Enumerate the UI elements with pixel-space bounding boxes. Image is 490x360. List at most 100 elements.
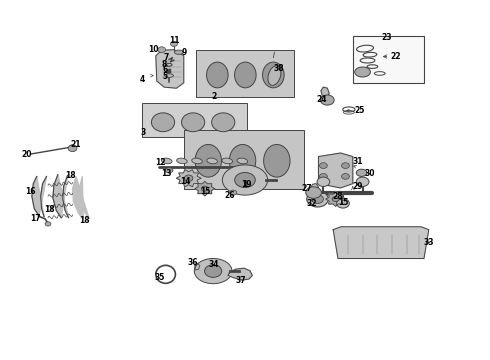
Text: 34: 34 <box>209 260 220 269</box>
Ellipse shape <box>162 158 172 164</box>
Polygon shape <box>195 264 200 270</box>
Text: 37: 37 <box>236 276 246 284</box>
Text: 18: 18 <box>79 216 90 225</box>
Circle shape <box>319 163 327 168</box>
Ellipse shape <box>263 62 284 88</box>
Ellipse shape <box>222 158 233 164</box>
Bar <box>184 130 304 189</box>
Polygon shape <box>333 227 429 258</box>
Polygon shape <box>53 175 69 218</box>
Ellipse shape <box>151 113 174 132</box>
Ellipse shape <box>264 144 290 177</box>
Circle shape <box>205 265 221 277</box>
Ellipse shape <box>235 62 256 88</box>
Circle shape <box>171 41 177 46</box>
Bar <box>353 36 424 83</box>
Text: 3: 3 <box>141 128 146 137</box>
Text: 4: 4 <box>140 76 145 85</box>
Text: 9: 9 <box>181 48 186 57</box>
Ellipse shape <box>176 158 187 164</box>
Text: 11: 11 <box>169 36 179 45</box>
Text: 7: 7 <box>164 53 169 62</box>
Ellipse shape <box>229 144 256 177</box>
Ellipse shape <box>181 113 205 132</box>
Polygon shape <box>195 181 215 196</box>
Text: 6: 6 <box>162 65 167 74</box>
Circle shape <box>45 222 51 226</box>
Polygon shape <box>176 170 201 187</box>
Text: 36: 36 <box>188 258 198 266</box>
Circle shape <box>320 95 334 105</box>
Circle shape <box>337 199 349 208</box>
Text: 18: 18 <box>65 171 75 180</box>
Text: 18: 18 <box>44 205 54 214</box>
Circle shape <box>184 175 193 181</box>
Text: 19: 19 <box>241 180 251 189</box>
Circle shape <box>319 174 327 179</box>
Circle shape <box>70 145 75 149</box>
Text: 23: 23 <box>382 33 392 42</box>
Bar <box>142 103 247 137</box>
Ellipse shape <box>222 165 268 195</box>
Polygon shape <box>73 176 89 220</box>
Text: 25: 25 <box>354 106 365 115</box>
Ellipse shape <box>195 144 221 177</box>
Text: 15: 15 <box>338 198 348 207</box>
Bar <box>196 50 294 97</box>
Polygon shape <box>310 184 318 193</box>
Circle shape <box>356 177 369 186</box>
Ellipse shape <box>268 66 281 85</box>
Ellipse shape <box>174 50 183 54</box>
Text: 24: 24 <box>316 95 327 104</box>
Polygon shape <box>321 87 329 98</box>
Ellipse shape <box>165 74 173 77</box>
Circle shape <box>342 163 349 168</box>
Text: 35: 35 <box>154 274 165 282</box>
Text: 1: 1 <box>243 180 247 189</box>
Text: 26: 26 <box>224 191 235 199</box>
Circle shape <box>317 177 330 186</box>
Ellipse shape <box>237 158 247 164</box>
Text: 14: 14 <box>180 177 191 186</box>
Text: 28: 28 <box>333 192 343 201</box>
Circle shape <box>312 195 323 203</box>
Text: 31: 31 <box>352 157 363 166</box>
Text: 12: 12 <box>155 158 166 167</box>
Text: 22: 22 <box>391 52 401 61</box>
Circle shape <box>306 187 321 198</box>
Circle shape <box>332 197 339 202</box>
Circle shape <box>307 191 328 207</box>
Circle shape <box>230 190 237 195</box>
Ellipse shape <box>194 258 232 284</box>
Ellipse shape <box>355 67 370 77</box>
Text: 33: 33 <box>423 238 434 247</box>
Polygon shape <box>156 50 184 88</box>
Polygon shape <box>326 192 345 206</box>
Text: 13: 13 <box>161 169 172 178</box>
Polygon shape <box>318 153 353 188</box>
Circle shape <box>158 47 166 53</box>
Text: 15: 15 <box>200 187 211 196</box>
Ellipse shape <box>356 169 367 176</box>
Ellipse shape <box>207 62 228 88</box>
Text: 32: 32 <box>306 199 317 207</box>
Text: 5: 5 <box>162 72 167 81</box>
Circle shape <box>201 186 208 191</box>
Text: 29: 29 <box>352 182 363 191</box>
Circle shape <box>235 172 255 188</box>
Circle shape <box>342 174 349 179</box>
Ellipse shape <box>192 158 202 164</box>
Polygon shape <box>228 268 252 280</box>
Text: 38: 38 <box>274 64 285 73</box>
Text: 27: 27 <box>301 184 312 193</box>
Text: 10: 10 <box>148 45 159 54</box>
Text: 30: 30 <box>365 169 375 178</box>
Text: 21: 21 <box>71 140 81 149</box>
Text: 8: 8 <box>162 60 167 69</box>
Text: 20: 20 <box>22 150 32 159</box>
Text: 2: 2 <box>212 92 217 101</box>
Text: 16: 16 <box>25 187 36 196</box>
Polygon shape <box>32 176 47 217</box>
Ellipse shape <box>165 168 173 173</box>
Circle shape <box>68 145 77 152</box>
